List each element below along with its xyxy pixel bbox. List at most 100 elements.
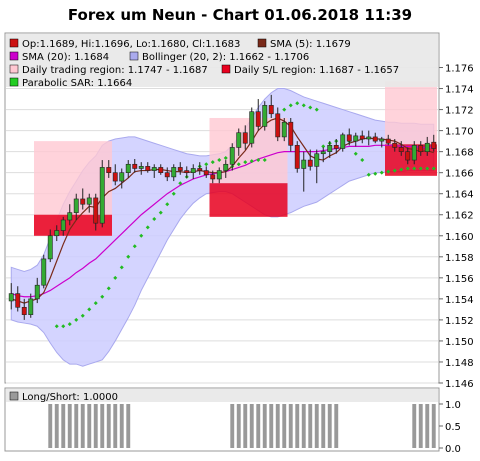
- candle-body: [86, 197, 92, 205]
- long-short-bar: [425, 404, 430, 448]
- sar-point: [425, 166, 430, 171]
- candle-body: [249, 111, 255, 144]
- candle-body: [431, 141, 437, 149]
- sar-point: [262, 158, 267, 163]
- sar-point: [171, 191, 176, 196]
- sar-point: [178, 181, 183, 186]
- sar-point: [386, 169, 391, 174]
- long-short-bar: [61, 404, 66, 448]
- sar-point: [295, 101, 300, 106]
- y-tick-label: 1.148: [445, 358, 474, 369]
- candle-body: [151, 167, 157, 171]
- candle-body: [333, 145, 339, 149]
- candle-body: [28, 298, 34, 315]
- candle-body: [67, 212, 73, 221]
- sar-point: [373, 171, 378, 176]
- candle-body: [314, 153, 320, 167]
- long-short-bar: [126, 404, 131, 448]
- legend-bollinger: Bollinger (20, 2): 1.1662 - 1.1706: [142, 52, 309, 63]
- legend-bollinger-swatch: [129, 51, 139, 61]
- sar-point: [249, 159, 254, 164]
- long-short-bar: [412, 404, 417, 448]
- candle-body: [15, 293, 21, 308]
- legend-daily-sl: Daily S/L region: 1.1687 - 1.1657: [234, 65, 399, 76]
- candle-body: [307, 159, 313, 167]
- sar-point: [282, 107, 287, 112]
- candle-body: [54, 230, 60, 237]
- long-short-bar: [288, 404, 293, 448]
- sar-point: [152, 216, 157, 221]
- sar-point: [353, 151, 358, 156]
- candle-body: [242, 132, 248, 144]
- sar-point: [288, 103, 293, 108]
- legend-sma5-swatch: [257, 38, 267, 48]
- y-tick-label: 1.154: [445, 295, 474, 306]
- long-short-bar: [262, 404, 267, 448]
- legend-daily-region: Daily trading region: 1.1747 - 1.1687: [22, 65, 208, 76]
- sar-point: [223, 155, 228, 160]
- legend-sar-swatch: [9, 77, 19, 87]
- sar-point: [113, 275, 118, 280]
- candle-body: [275, 113, 281, 138]
- sar-point: [106, 286, 111, 291]
- y-tick-label: 1.168: [445, 148, 474, 159]
- legend-daily-region-swatch: [9, 64, 19, 74]
- candle-body: [372, 136, 378, 142]
- sar-point: [145, 225, 150, 230]
- candle-body: [288, 121, 294, 146]
- candle-body: [73, 198, 79, 213]
- sar-point: [80, 313, 85, 318]
- long-short-bar: [301, 404, 306, 448]
- daily-sl-region: [209, 183, 288, 217]
- candle-body: [411, 145, 417, 161]
- candle-body: [405, 151, 411, 161]
- sar-point: [217, 158, 222, 163]
- candle-body: [197, 168, 203, 171]
- candle-body: [366, 136, 372, 140]
- sar-point: [256, 158, 261, 163]
- sar-point: [100, 294, 105, 299]
- candle-body: [268, 105, 274, 115]
- candle-body: [125, 163, 131, 173]
- sar-point: [431, 166, 436, 171]
- candle-body: [106, 167, 112, 173]
- long-short-bar: [308, 404, 313, 448]
- long-short-bars: [48, 404, 436, 448]
- legend-background: [6, 34, 438, 87]
- y-tick-label: 1.170: [445, 127, 474, 138]
- long-short-bar: [230, 404, 235, 448]
- candle-body: [353, 135, 359, 142]
- candle-body: [216, 170, 222, 180]
- candle-body: [398, 147, 404, 152]
- candle-body: [184, 170, 190, 173]
- candle-body: [190, 168, 196, 173]
- candle-body: [379, 138, 385, 142]
- candle-body: [359, 135, 365, 140]
- candle-body: [119, 172, 125, 182]
- y-tick-label: 1.146: [445, 379, 474, 390]
- sar-point: [67, 322, 72, 327]
- candle-body: [346, 134, 352, 142]
- long-short-bar: [87, 404, 92, 448]
- candle-body: [385, 138, 391, 144]
- candle-body: [392, 142, 398, 148]
- long-short-bar: [48, 404, 53, 448]
- long-short-bar: [314, 404, 319, 448]
- sar-point: [379, 170, 384, 175]
- sar-point: [61, 324, 66, 329]
- candle-body: [41, 258, 47, 286]
- sar-point: [399, 167, 404, 172]
- y-tick-label: 1.174: [445, 85, 474, 96]
- candle-body: [281, 121, 287, 138]
- long-short-bar: [100, 404, 105, 448]
- candle-body: [210, 174, 216, 180]
- candle-body: [320, 151, 326, 155]
- long-short-bar: [327, 404, 332, 448]
- long-short-bar: [113, 404, 118, 448]
- sar-point: [236, 162, 241, 167]
- sar-point: [126, 254, 131, 259]
- sar-point: [314, 107, 319, 112]
- sar-point: [321, 144, 326, 149]
- sar-point: [412, 166, 417, 171]
